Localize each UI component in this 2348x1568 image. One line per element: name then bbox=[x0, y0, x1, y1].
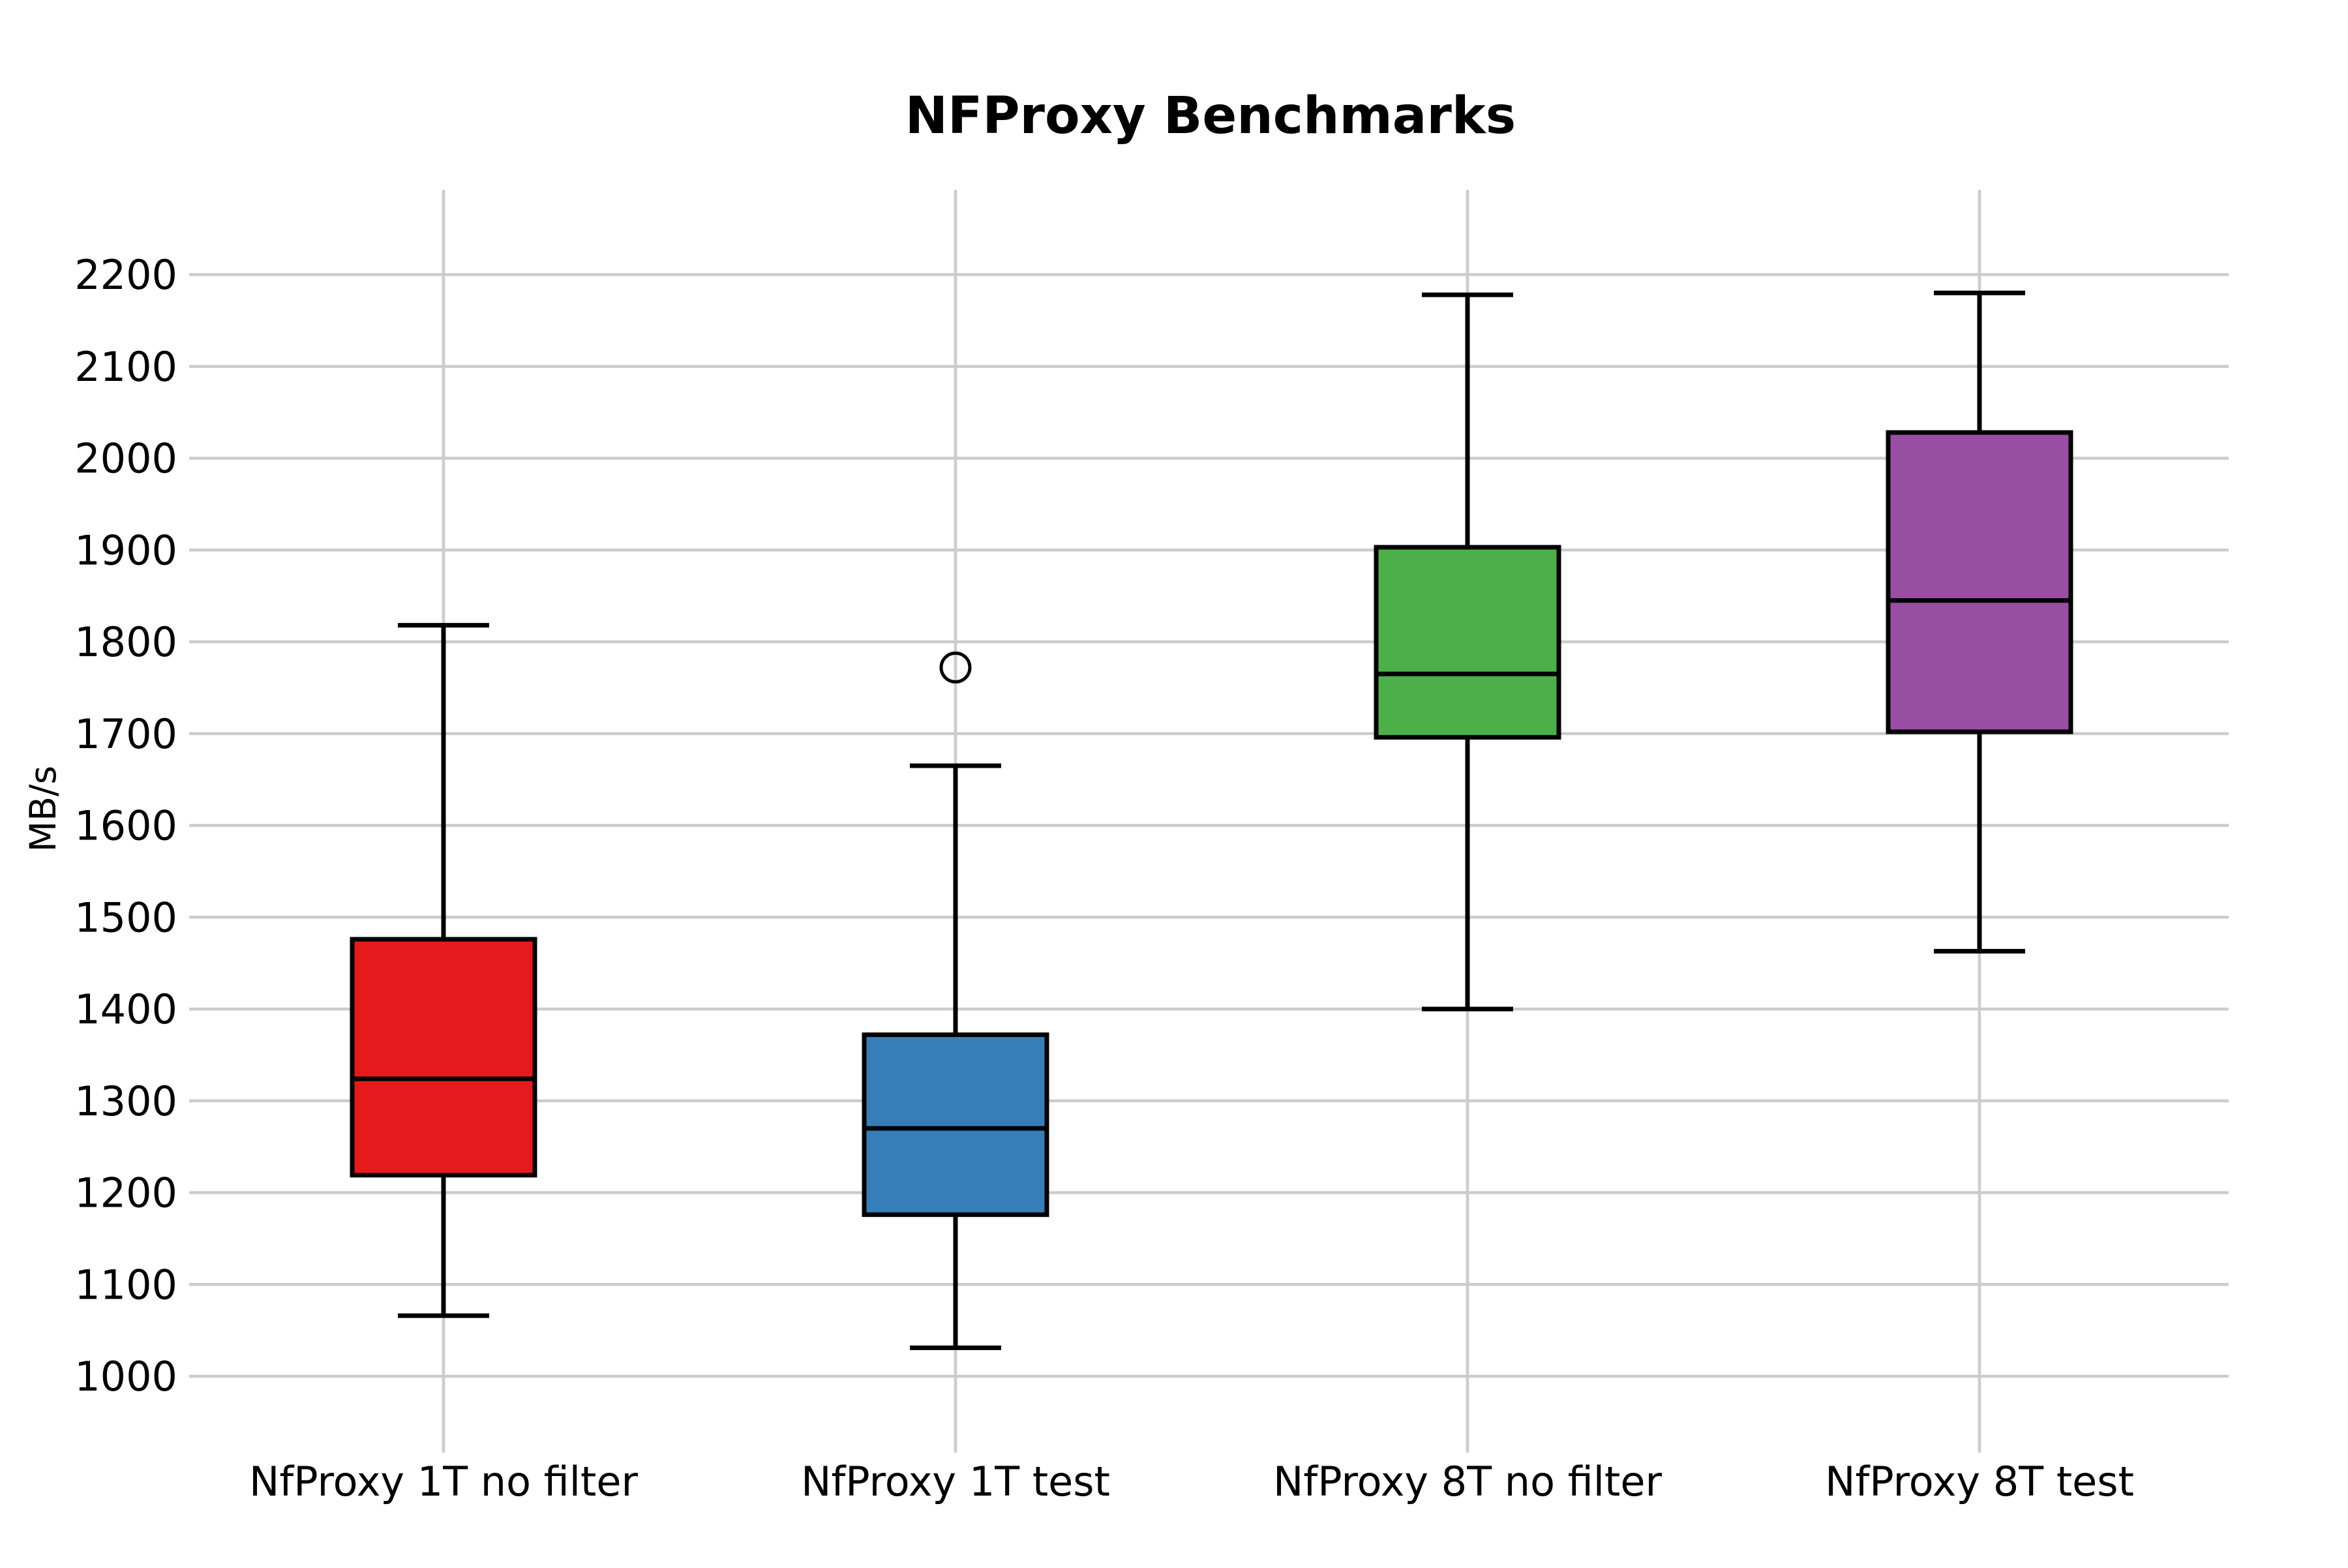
y-tick-label: 1300 bbox=[74, 1078, 177, 1125]
y-tick-label: 1500 bbox=[74, 894, 177, 941]
y-tick-label: 1700 bbox=[74, 710, 177, 758]
outlier-point bbox=[939, 651, 972, 684]
x-tick-label: NfProxy 1T test bbox=[801, 1458, 1110, 1505]
y-tick-label: 1200 bbox=[74, 1169, 177, 1217]
iqr-box bbox=[862, 1032, 1049, 1217]
x-tick-label: NfProxy 8T test bbox=[1825, 1458, 2134, 1505]
y-tick-label: 2100 bbox=[74, 343, 177, 391]
x-tick-label: NfProxy 1T no filter bbox=[249, 1458, 638, 1505]
iqr-box bbox=[1374, 545, 1561, 740]
y-tick-label: 1400 bbox=[74, 986, 177, 1033]
y-tick-label: 1600 bbox=[74, 802, 177, 850]
boxes-layer bbox=[350, 290, 2073, 1350]
y-tick-label: 1000 bbox=[74, 1353, 177, 1400]
x-tick-label: NfProxy 8T no filter bbox=[1273, 1458, 1662, 1505]
chart-title: NFProxy Benchmarks bbox=[905, 87, 1516, 145]
gridlines-layer bbox=[189, 190, 2229, 1453]
y-tick-label: 2000 bbox=[74, 435, 177, 483]
y-tick-label: 1900 bbox=[74, 526, 177, 574]
y-tick-label: 1800 bbox=[74, 618, 177, 666]
y-axis-title: MB/s bbox=[22, 766, 64, 852]
y-tick-label: 1100 bbox=[74, 1261, 177, 1308]
iqr-box bbox=[350, 937, 537, 1178]
y-tick-label: 2200 bbox=[74, 251, 177, 299]
iqr-box bbox=[1886, 430, 2073, 734]
axis-labels-layer: 1000 1100 1200 1300 1400 1500 1600 1700 1800 1900… bbox=[74, 251, 2134, 1505]
